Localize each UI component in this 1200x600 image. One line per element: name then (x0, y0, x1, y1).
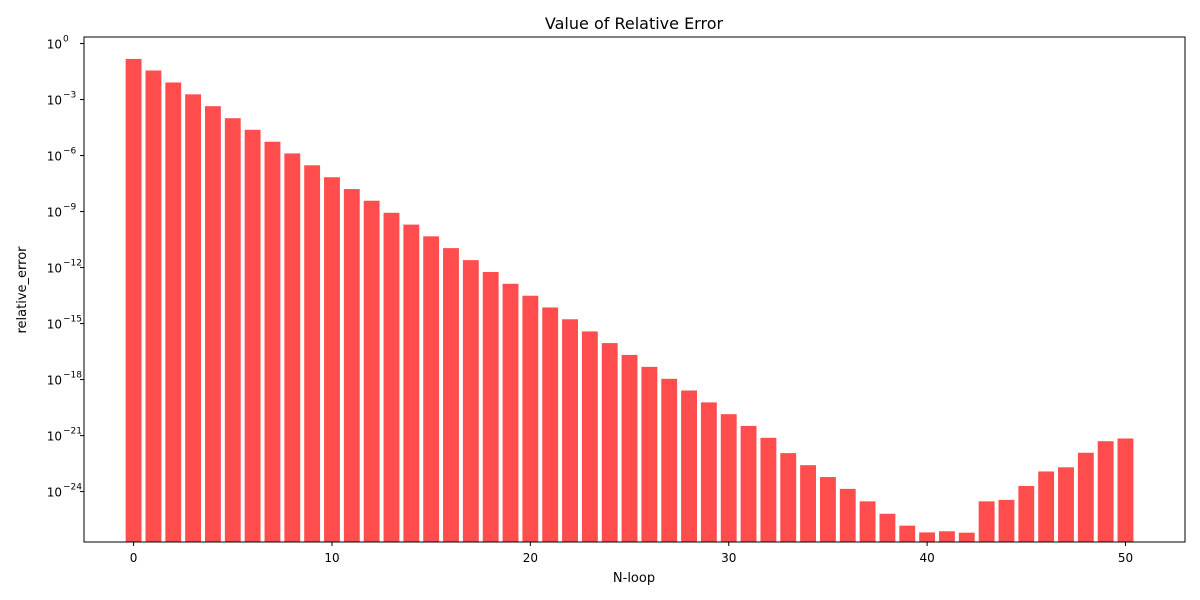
bar-0 (125, 58, 142, 542)
bar-17 (462, 260, 479, 542)
bar-35 (819, 477, 836, 542)
bar-44 (998, 499, 1015, 542)
bar-20 (522, 295, 539, 542)
y-tick-label: 10 (47, 262, 62, 276)
bar-7 (264, 141, 281, 542)
bar-14 (403, 224, 420, 543)
bar-16 (443, 248, 459, 542)
bar-12 (363, 200, 380, 543)
bar-39 (899, 525, 916, 542)
y-tick-label: 10 (47, 374, 62, 388)
bar-38 (879, 513, 896, 542)
bar-31 (740, 425, 757, 542)
y-tick-label: 10 (47, 486, 62, 500)
bar-2 (165, 82, 182, 542)
bar-11 (343, 189, 360, 542)
y-tick-label: 10 (47, 38, 62, 52)
y-tick-exponent: 0 (63, 35, 69, 45)
bar-27 (661, 378, 678, 542)
bar-26 (641, 366, 658, 542)
y-tick-exponent: −15 (63, 315, 82, 325)
bar-6 (244, 129, 261, 543)
plot-frame (83, 36, 1186, 543)
y-tick-label: 10 (47, 206, 62, 220)
bar-25 (621, 354, 638, 542)
chart-title: Value of Relative Error (545, 14, 724, 33)
bar-1 (145, 70, 162, 543)
bar-18 (482, 271, 499, 542)
bar-46 (1038, 471, 1055, 542)
bar-37 (859, 501, 876, 542)
x-tick-label: 30 (721, 551, 736, 565)
bar-33 (780, 453, 797, 542)
bar-15 (423, 236, 440, 542)
bar-24 (601, 343, 618, 542)
bar-48 (1077, 452, 1094, 542)
y-tick-exponent: −9 (63, 203, 77, 213)
bar-40 (919, 532, 936, 542)
y-axis-label: relative_error (15, 246, 30, 334)
bar-43 (978, 501, 995, 542)
bar-30 (720, 414, 737, 542)
y-tick-exponent: −21 (63, 427, 82, 437)
x-tick-label: 0 (130, 551, 138, 565)
x-axis: 0 10 20 30 40 50 (130, 542, 1133, 565)
bar-47 (1058, 467, 1074, 542)
y-tick-exponent: −24 (63, 483, 82, 493)
y-tick-label: 10 (47, 150, 62, 164)
bar-8 (284, 153, 301, 542)
y-tick-label: 10 (47, 94, 62, 108)
bar-28 (681, 390, 697, 542)
bar-36 (839, 488, 856, 542)
bar-21 (542, 307, 559, 542)
x-tick-label: 10 (324, 551, 339, 565)
bar-3 (185, 94, 202, 543)
bar-42 (958, 532, 975, 542)
bar-5 (224, 118, 241, 542)
y-tick-exponent: −12 (63, 259, 82, 269)
x-tick-label: 40 (919, 551, 934, 565)
bar-13 (383, 212, 400, 542)
bar-23 (581, 331, 598, 542)
bar-10 (324, 177, 340, 542)
bar-45 (1018, 485, 1035, 542)
bar-9 (304, 165, 321, 542)
x-tick-label: 20 (523, 551, 538, 565)
bar-4 (205, 106, 221, 542)
bar-32 (760, 437, 777, 542)
x-tick-label: 50 (1118, 551, 1133, 565)
y-tick-label: 10 (47, 430, 62, 444)
bar-41 (939, 531, 955, 542)
y-tick-label: 10 (47, 318, 62, 332)
bar-50 (1117, 438, 1134, 542)
bar-34 (800, 465, 817, 542)
y-tick-exponent: −18 (63, 371, 82, 381)
y-tick-exponent: −3 (63, 91, 76, 101)
bar-19 (502, 283, 519, 542)
bar-49 (1097, 441, 1114, 542)
x-axis-label: N-loop (613, 571, 655, 586)
bars-group (125, 58, 1134, 543)
y-tick-exponent: −6 (63, 147, 77, 157)
bar-29 (700, 402, 717, 542)
bar-22 (562, 319, 578, 542)
